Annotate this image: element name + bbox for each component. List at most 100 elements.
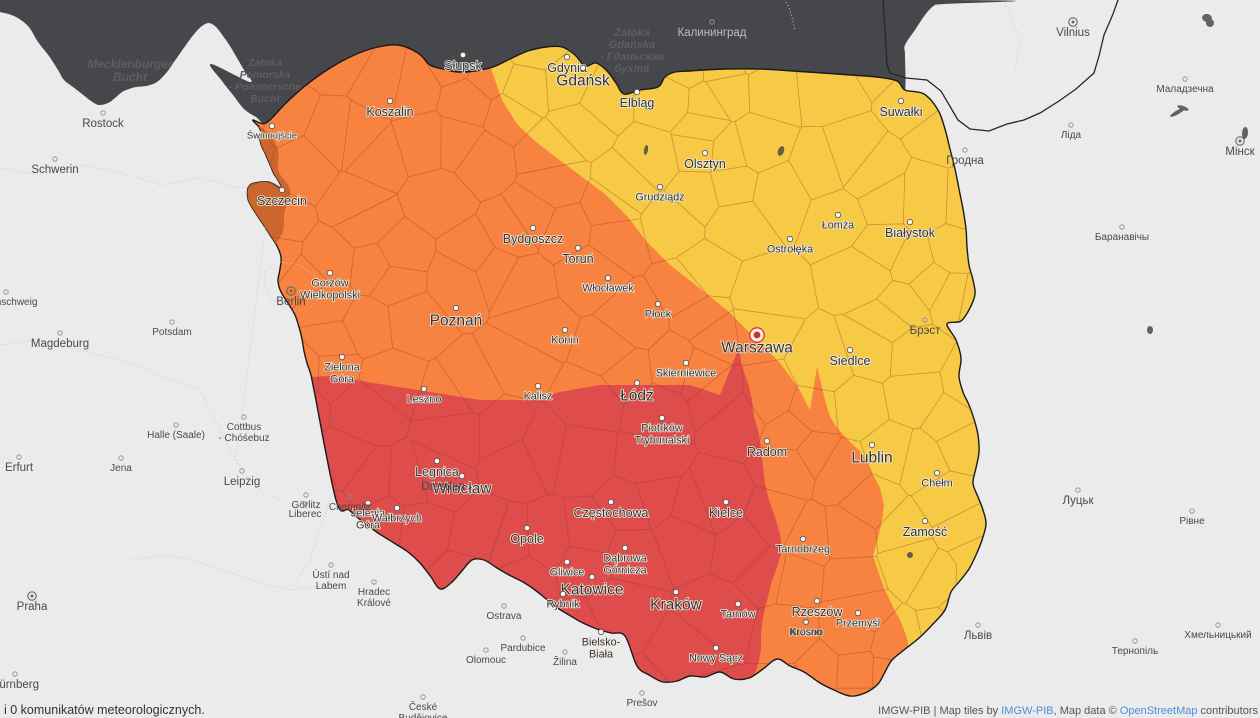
svg-text:Płock: Płock bbox=[645, 309, 672, 321]
svg-text:Bucht: Bucht bbox=[250, 93, 280, 105]
svg-text:Zamość: Zamość bbox=[903, 525, 947, 539]
svg-text:Gorzów: Gorzów bbox=[311, 278, 348, 290]
svg-text:Rybnik: Rybnik bbox=[546, 599, 580, 611]
svg-text:Nürnberg: Nürnberg bbox=[0, 679, 39, 691]
svg-text:Opole: Opole bbox=[510, 532, 543, 546]
svg-text:Bydgoszcz: Bydgoszcz bbox=[503, 232, 563, 246]
svg-text:Маладзечна: Маладзечна bbox=[1156, 84, 1214, 95]
svg-text:Mecklenburger: Mecklenburger bbox=[87, 57, 174, 71]
svg-text:Žilina: Žilina bbox=[553, 655, 577, 668]
svg-text:Skierniewice: Skierniewice bbox=[656, 368, 717, 380]
svg-text:Praha: Praha bbox=[17, 601, 48, 613]
svg-text:Tarnobrzeg: Tarnobrzeg bbox=[776, 544, 830, 556]
svg-text:Szczecin: Szczecin bbox=[257, 194, 307, 208]
svg-text:Potsdam: Potsdam bbox=[152, 327, 191, 338]
svg-text:Zatoka: Zatoka bbox=[613, 27, 649, 39]
svg-text:Leszno: Leszno bbox=[407, 394, 442, 406]
svg-text:Halle (Saale): Halle (Saale) bbox=[147, 430, 205, 441]
svg-text:Słupsk: Słupsk bbox=[444, 59, 482, 73]
svg-text:Chemnitz: Chemnitz bbox=[329, 502, 371, 513]
svg-text:- Гданьская: - Гданьская bbox=[600, 51, 664, 63]
svg-text:Луцьк: Луцьк bbox=[1062, 495, 1094, 507]
svg-text:Lublin: Lublin bbox=[851, 449, 892, 466]
svg-text:Toruń: Toruń bbox=[562, 252, 593, 266]
svg-text:Grudziądz: Grudziądz bbox=[635, 192, 684, 204]
svg-text:Schwerin: Schwerin bbox=[31, 164, 78, 176]
svg-text:Włocławek: Włocławek bbox=[582, 283, 634, 295]
svg-text:Pardubice: Pardubice bbox=[500, 643, 545, 654]
svg-text:Брэст: Брэст bbox=[910, 325, 942, 337]
svg-text:Warszawa: Warszawa bbox=[721, 339, 793, 356]
svg-text:- Chóśebuz: - Chóśebuz bbox=[218, 433, 269, 444]
svg-text:Wałbrzych: Wałbrzych bbox=[372, 513, 422, 525]
svg-text:Rostock: Rostock bbox=[82, 118, 124, 130]
svg-text:Тернопіль: Тернопіль bbox=[1112, 646, 1158, 657]
svg-text:Labem: Labem bbox=[316, 581, 347, 592]
svg-text:Krosno: Krosno bbox=[790, 627, 822, 638]
svg-text:Katowice: Katowice bbox=[561, 581, 624, 598]
svg-text:Хмельницький: Хмельницький bbox=[1184, 630, 1251, 641]
svg-text:Łódź: Łódź bbox=[620, 387, 654, 404]
svg-text:Králové: Králové bbox=[357, 598, 391, 609]
svg-text:Erfurt: Erfurt bbox=[5, 462, 34, 474]
svg-text:Siedlce: Siedlce bbox=[830, 354, 871, 368]
svg-text:Dąbrowa: Dąbrowa bbox=[603, 553, 646, 565]
svg-text:Баранавічы: Баранавічы bbox=[1095, 232, 1149, 243]
svg-text:Braunschweig: Braunschweig bbox=[0, 297, 37, 308]
svg-text:Konin: Konin bbox=[551, 335, 579, 347]
svg-text:Poznań: Poznań bbox=[430, 312, 483, 329]
svg-text:Рівне: Рівне bbox=[1179, 516, 1205, 527]
svg-text:Olomouc: Olomouc bbox=[466, 655, 506, 666]
svg-text:Калининград: Калининград bbox=[677, 27, 746, 39]
svg-text:Góra: Góra bbox=[330, 373, 354, 385]
svg-text:Trybunalski: Trybunalski bbox=[635, 434, 690, 446]
svg-text:Wielkopolski: Wielkopolski bbox=[300, 289, 360, 301]
svg-text:Radom: Radom bbox=[747, 445, 787, 459]
svg-text:Львів: Львів bbox=[964, 630, 992, 642]
svg-text:Biała: Biała bbox=[589, 648, 613, 660]
svg-text:Przemyśl: Przemyśl bbox=[836, 618, 880, 630]
svg-text:Bucht: Bucht bbox=[113, 70, 148, 84]
svg-text:Nowy Sącz: Nowy Sącz bbox=[689, 653, 743, 665]
svg-text:Liberec: Liberec bbox=[289, 509, 322, 520]
svg-text:Pomorska: Pomorska bbox=[240, 69, 291, 81]
svg-text:Olsztyn: Olsztyn bbox=[684, 157, 726, 171]
svg-text:Hradec: Hradec bbox=[358, 587, 390, 598]
svg-text:Częstochowa: Częstochowa bbox=[573, 506, 648, 520]
svg-text:Prešov: Prešov bbox=[626, 698, 657, 709]
svg-text:České: České bbox=[409, 700, 438, 713]
svg-text:Kraków: Kraków bbox=[650, 596, 702, 613]
svg-text:Kielce: Kielce bbox=[709, 506, 743, 520]
svg-text:Tarnów: Tarnów bbox=[721, 609, 756, 621]
svg-text:Dresden: Dresden bbox=[421, 481, 464, 493]
svg-text:Koszalin: Koszalin bbox=[366, 105, 413, 119]
svg-text:Świnoujście: Świnoujście bbox=[247, 130, 297, 142]
svg-text:Elbląg: Elbląg bbox=[620, 96, 655, 110]
svg-text:бухта: бухта bbox=[615, 63, 650, 75]
svg-text:Górnicza: Górnicza bbox=[603, 564, 646, 576]
svg-text:Gliwice: Gliwice bbox=[550, 567, 585, 579]
svg-text:Zatoka: Zatoka bbox=[247, 57, 282, 69]
svg-text:Budějovice: Budějovice bbox=[399, 713, 448, 718]
svg-text:Chełm: Chełm bbox=[921, 478, 952, 490]
svg-text:Jena: Jena bbox=[110, 463, 132, 474]
svg-text:Ústí nad: Ústí nad bbox=[312, 568, 349, 581]
svg-text:Zielona: Zielona bbox=[324, 362, 359, 374]
svg-text:Łomża: Łomża bbox=[822, 220, 854, 232]
svg-text:Гродна: Гродна bbox=[946, 155, 984, 167]
svg-text:Białystok: Białystok bbox=[885, 226, 936, 240]
svg-text:Bielsko-: Bielsko- bbox=[582, 637, 621, 649]
svg-text:Gdańsk: Gdańsk bbox=[556, 72, 610, 89]
svg-text:Kalisz: Kalisz bbox=[524, 391, 553, 403]
svg-text:Leipzig: Leipzig bbox=[224, 476, 260, 488]
svg-text:Мінск: Мінск bbox=[1225, 146, 1255, 158]
svg-text:Ostrava: Ostrava bbox=[486, 611, 521, 622]
svg-text:Berlin: Berlin bbox=[276, 296, 305, 308]
svg-text:Cottbus: Cottbus bbox=[227, 422, 261, 433]
svg-text:Legnica: Legnica bbox=[415, 465, 459, 479]
svg-text:Ostrołęka: Ostrołęka bbox=[767, 244, 813, 256]
svg-text:Magdeburg: Magdeburg bbox=[31, 338, 89, 350]
svg-text:Suwałki: Suwałki bbox=[879, 105, 922, 119]
svg-text:Vilnius: Vilnius bbox=[1056, 27, 1090, 39]
svg-text:- Pommersche: - Pommersche bbox=[229, 81, 302, 93]
